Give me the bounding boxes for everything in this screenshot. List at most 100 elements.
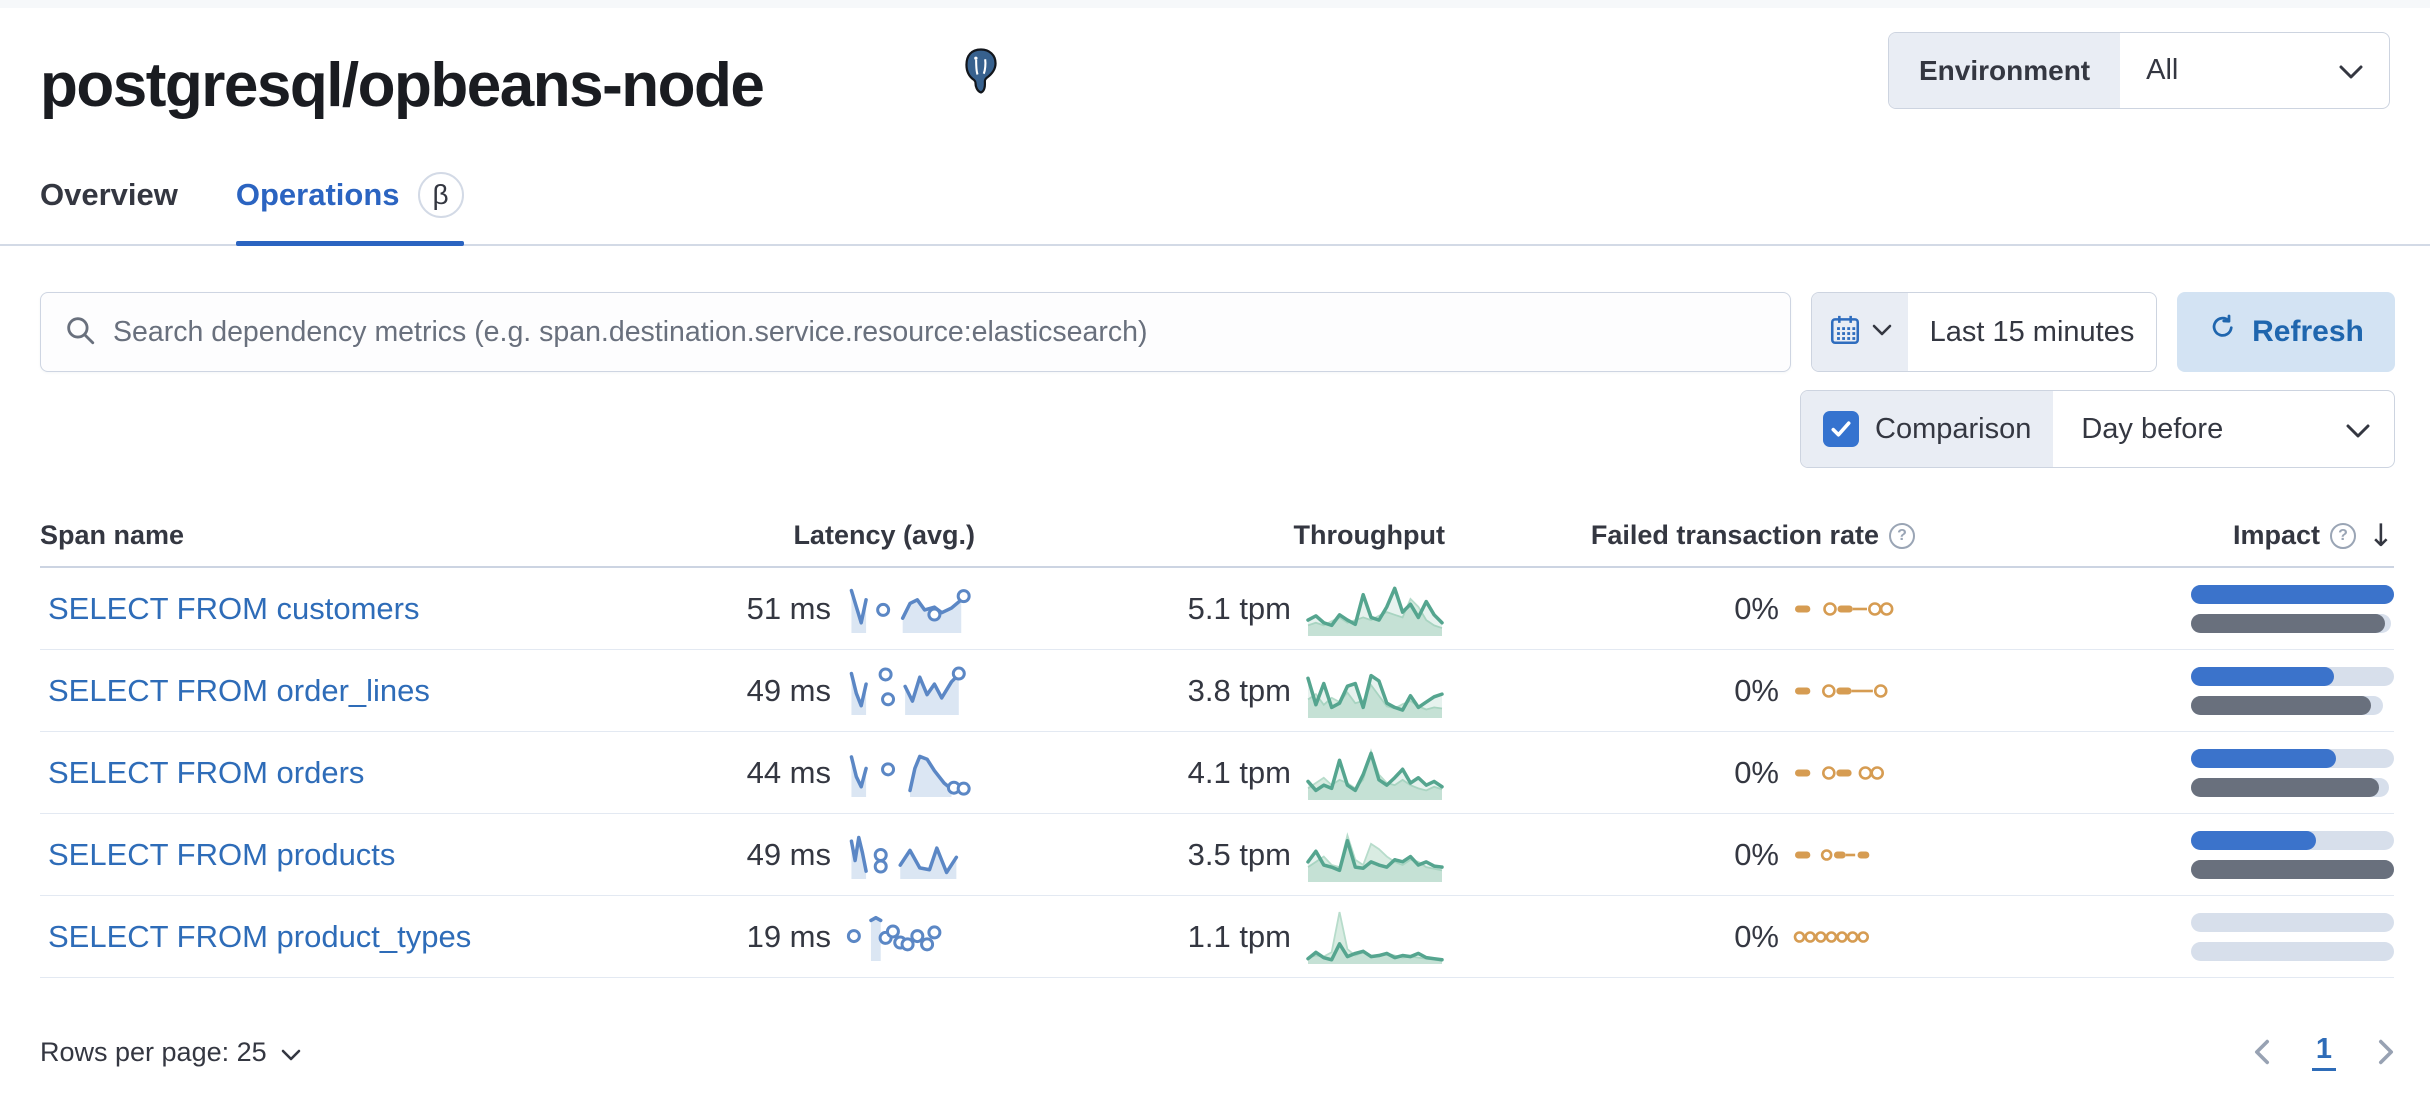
beta-badge: β (417, 172, 464, 218)
span-name-cell: SELECT FROM orders (40, 755, 700, 791)
table-row: SELECT FROM products 49 ms 3.5 tpm 0% (40, 814, 2394, 896)
impact-bar-fill (2191, 830, 2316, 850)
table-row: SELECT FROM customers 51 ms 5.1 tpm 0% (40, 568, 2394, 650)
impact-bar-fill (2191, 748, 2337, 768)
latency-sparkline (846, 915, 942, 961)
throughput-sparkline (1306, 831, 1444, 882)
impact-bars (2191, 584, 2394, 633)
refresh-button[interactable]: Refresh (2177, 292, 2395, 372)
page-controls: 1 (2254, 1033, 2394, 1071)
page-number[interactable]: 1 (2311, 1033, 2336, 1071)
impact-cell (1915, 912, 2394, 961)
failed-rate-cell: 0% (1445, 673, 1915, 709)
throughput-sparkline (1306, 747, 1444, 800)
pagination-bar: Rows per page: 25 1 (40, 1022, 2394, 1082)
page-title: postgresql/opbeans-node (40, 51, 765, 120)
impact-bar-track (2191, 941, 2394, 961)
latency-sparkline (849, 835, 959, 879)
table-body: SELECT FROM customers 51 ms 5.1 tpm 0% SELEC… (40, 568, 2394, 978)
rows-per-page-button[interactable]: Rows per page: 25 (40, 1037, 301, 1068)
search-bar (40, 292, 1791, 372)
span-link[interactable]: SELECT FROM product_types (48, 918, 472, 954)
environment-value[interactable]: All (2120, 33, 2389, 108)
throughput-cell: 1.1 tpm (975, 906, 1445, 968)
comparison-select[interactable]: Day before (2053, 391, 2394, 467)
table-row: SELECT FROM product_types 19 ms 1.1 tpm 0% (40, 896, 2394, 978)
throughput-value: 3.5 tpm (1187, 836, 1291, 872)
impact-bar-fill (2191, 584, 2394, 604)
span-link[interactable]: SELECT FROM products (48, 836, 396, 872)
throughput-cell: 4.1 tpm (975, 742, 1445, 804)
header-span-name: Span name (40, 520, 185, 550)
latency-cell: 49 ms (700, 663, 975, 719)
impact-bar-track (2191, 584, 2394, 604)
latency-cell: 49 ms (700, 827, 975, 883)
impact-bars (2191, 666, 2394, 715)
impact-cell (1915, 830, 2394, 879)
impact-bar-track (2191, 777, 2389, 797)
environment-select[interactable]: Environment All (1888, 32, 2390, 109)
span-link[interactable]: SELECT FROM order_lines (48, 672, 430, 708)
span-name-cell: SELECT FROM customers (40, 591, 700, 627)
impact-bar-fill (2191, 859, 2394, 879)
latency-sparkline (849, 588, 971, 633)
previous-page-icon[interactable] (2254, 1039, 2270, 1065)
table-row: SELECT FROM order_lines 49 ms 3.8 tpm 0% (40, 650, 2394, 732)
latency-value: 49 ms (746, 836, 831, 872)
failed-rate-value: 0% (1734, 754, 1779, 790)
failed-rate-value: 0% (1734, 672, 1779, 708)
impact-bars (2191, 912, 2394, 961)
throughput-sparkline (1306, 673, 1444, 718)
failed-rate-sparkline (1795, 683, 1888, 698)
failed-rate-sparkline (1795, 765, 1884, 780)
failed-rate-cell: 0% (1445, 591, 1915, 627)
span-name-cell: SELECT FROM product_types (40, 919, 700, 955)
chevron-down-icon (1872, 323, 1892, 341)
header-throughput: Throughput (1293, 520, 1445, 550)
failed-rate-value: 0% (1734, 918, 1779, 954)
time-range-picker: Last 15 minutes (1811, 292, 2157, 372)
table-header-row: Span name Latency (avg.) Throughput Fail… (40, 505, 2394, 568)
failed-rate-sparkline (1795, 848, 1870, 861)
comparison-label: Comparison (1875, 412, 2032, 445)
sort-descending-icon[interactable]: ↓ (2368, 517, 2394, 554)
impact-bar-track (2191, 748, 2394, 768)
time-range-value[interactable]: Last 15 minutes (1929, 315, 2135, 348)
span-link[interactable]: SELECT FROM orders (48, 754, 365, 790)
postgresql-icon (963, 46, 999, 101)
next-page-icon[interactable] (2378, 1039, 2394, 1065)
impact-bar-track (2191, 613, 2391, 633)
header-impact[interactable]: Impact ? ↓ (2232, 517, 2394, 554)
impact-bar-track (2191, 666, 2394, 686)
impact-bar-track (2191, 859, 2394, 879)
tab-operations[interactable]: Operations β (235, 172, 464, 246)
failed-rate-cell: 0% (1445, 919, 1915, 955)
span-name-cell: SELECT FROM order_lines (40, 673, 700, 709)
question-icon[interactable]: ? (1889, 522, 1915, 549)
throughput-value: 1.1 tpm (1187, 918, 1291, 954)
latency-value: 19 ms (746, 918, 831, 954)
impact-cell (1915, 584, 2394, 633)
span-link[interactable]: SELECT FROM customers (48, 590, 420, 626)
latency-cell: 51 ms (700, 581, 975, 637)
tab-overview[interactable]: Overview (40, 177, 178, 212)
search-icon (63, 313, 97, 352)
impact-bars (2191, 748, 2394, 797)
top-strip (0, 0, 2430, 8)
throughput-value: 5.1 tpm (1187, 590, 1291, 626)
impact-bar-fill (2191, 695, 2371, 715)
refresh-icon (2208, 313, 2238, 351)
table-row: SELECT FROM orders 44 ms 4.1 tpm 0% (40, 732, 2394, 814)
search-input[interactable] (113, 315, 1768, 349)
calendar-button[interactable] (1812, 293, 1908, 371)
question-icon[interactable]: ? (2330, 522, 2357, 549)
throughput-sparkline (1306, 586, 1444, 636)
impact-bar-track (2191, 695, 2383, 715)
comparison-checkbox[interactable] (1823, 411, 1859, 447)
throughput-value: 3.8 tpm (1187, 672, 1291, 708)
latency-sparkline (849, 666, 966, 715)
latency-cell: 44 ms (700, 745, 975, 801)
latency-value: 49 ms (746, 672, 831, 708)
failed-rate-value: 0% (1734, 590, 1779, 626)
latency-sparkline (849, 754, 971, 797)
